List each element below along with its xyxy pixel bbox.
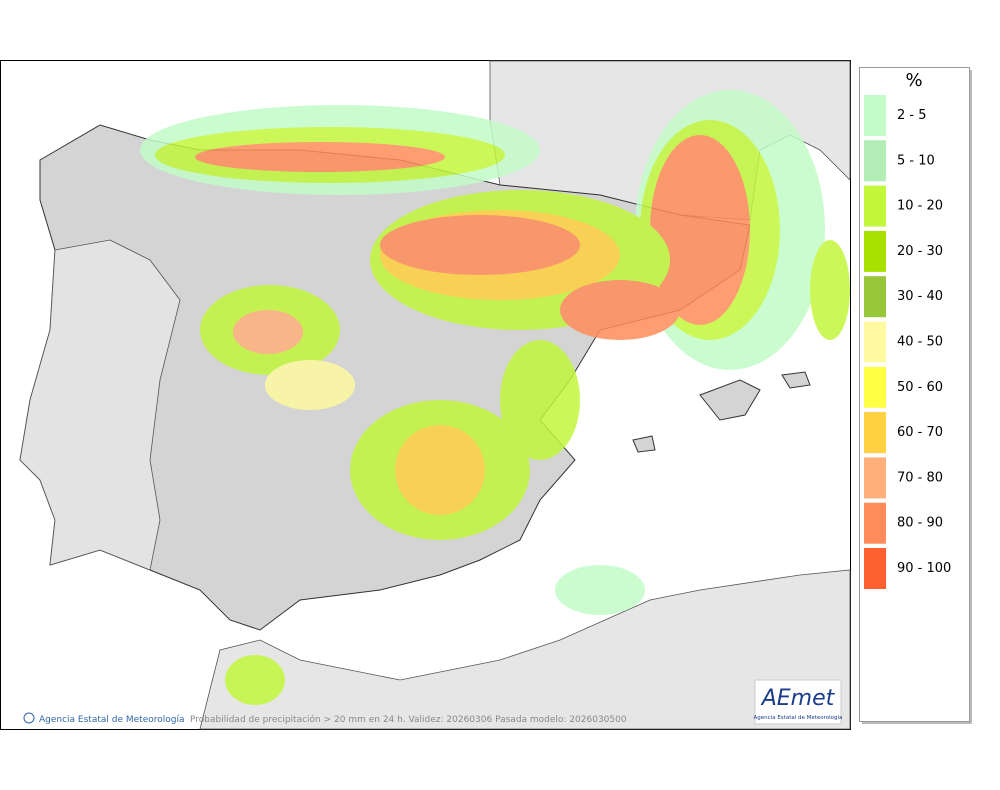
legend-label: 90 - 100 bbox=[897, 561, 951, 576]
legend-label: 10 - 20 bbox=[897, 199, 943, 214]
probability-fields bbox=[140, 90, 850, 705]
legend-label: 40 - 50 bbox=[897, 335, 943, 350]
logo-box bbox=[754, 679, 842, 725]
legend: % 2 - 5 5 - 10 10 - 20 20 - 30 30 - 40 40 - 5… bbox=[859, 67, 972, 724]
legend-swatch bbox=[864, 230, 886, 272]
legend-label: 5 - 10 bbox=[897, 153, 935, 168]
legend-swatch bbox=[864, 548, 886, 589]
legend-label: 50 - 60 bbox=[897, 380, 943, 395]
logo-subtitle: Agencia Estatal de Meteorología bbox=[754, 714, 843, 721]
map: Agencia Estatal de Meteorología Probabil… bbox=[0, 60, 851, 730]
legend-swatch bbox=[864, 502, 886, 544]
legend-swatch bbox=[864, 140, 886, 182]
legend-label: 20 - 30 bbox=[897, 244, 943, 259]
ibiza bbox=[632, 435, 656, 453]
credit: Agencia Estatal de Meteorología bbox=[39, 715, 185, 725]
legend-swatch bbox=[864, 276, 886, 318]
legend-label: 60 - 70 bbox=[897, 425, 943, 440]
legend-label: 80 - 90 bbox=[897, 516, 943, 531]
legend-title: % bbox=[905, 70, 922, 91]
legend-label: 30 - 40 bbox=[897, 289, 943, 304]
portugal bbox=[19, 239, 181, 571]
legend-swatch bbox=[864, 95, 886, 136]
legend-swatch bbox=[864, 185, 886, 227]
menorca bbox=[781, 371, 811, 389]
caption: Probabilidad de precipitación > 20 mm en… bbox=[190, 714, 627, 725]
logo: AEmet bbox=[760, 686, 836, 711]
mallorca bbox=[699, 379, 761, 421]
legend-swatch bbox=[864, 321, 886, 363]
africa bbox=[199, 569, 851, 730]
legend-swatch bbox=[864, 366, 886, 408]
legend-label: 70 - 80 bbox=[897, 470, 943, 485]
legend-swatch bbox=[864, 412, 886, 454]
legend-swatch bbox=[864, 457, 886, 499]
copyright-icon bbox=[23, 712, 35, 724]
legend-label: 2 - 5 bbox=[897, 108, 927, 123]
